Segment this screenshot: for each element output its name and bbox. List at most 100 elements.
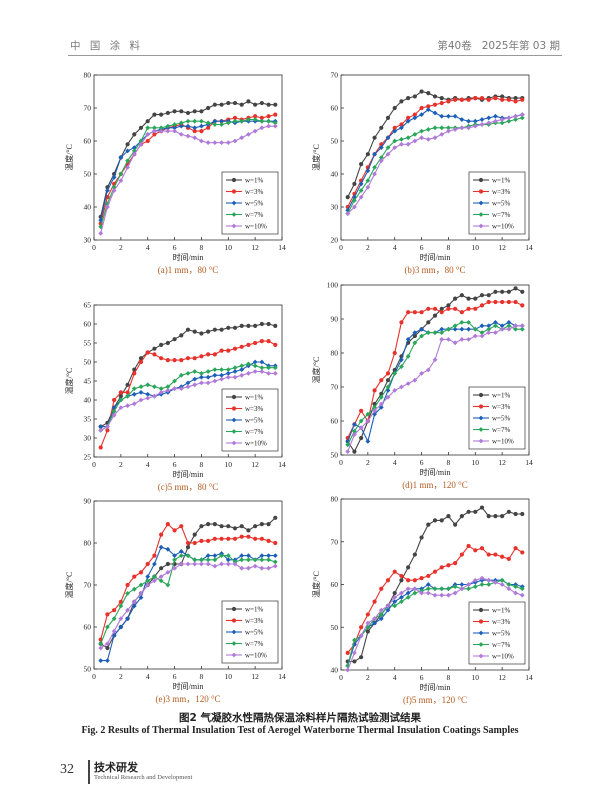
- data-point: [172, 557, 177, 563]
- data-point: [165, 110, 170, 116]
- data-point: [405, 586, 411, 592]
- legend-label: w=5%: [245, 200, 264, 208]
- data-point: [405, 118, 411, 124]
- data-point: [111, 616, 117, 621]
- chart-subtitle: (a)1 mm，80 °C: [158, 265, 219, 275]
- data-point: [399, 320, 404, 325]
- y-tick-label: 80: [84, 539, 92, 548]
- data-point: [459, 97, 464, 102]
- data-point: [405, 135, 411, 141]
- figure-caption-en: Fig. 2 Results of Thermal Insulation Tes…: [81, 725, 519, 736]
- data-point: [178, 120, 184, 126]
- data-point: [513, 326, 518, 332]
- data-point: [486, 299, 491, 305]
- data-point: [412, 115, 418, 121]
- data-point: [519, 586, 525, 592]
- data-point: [486, 293, 491, 298]
- data-point: [405, 590, 411, 596]
- data-point: [145, 132, 151, 137]
- data-point: [499, 326, 505, 332]
- data-point: [406, 115, 411, 120]
- chart-subtitle: (d)1 mm，120 °C: [402, 480, 468, 490]
- data-point: [253, 102, 258, 107]
- legend-marker: [231, 223, 237, 229]
- x-tick-label: 2: [119, 672, 123, 681]
- data-point: [145, 582, 151, 588]
- legend-label: w=7%: [492, 211, 511, 219]
- data-point: [239, 344, 244, 349]
- data-point: [131, 386, 137, 391]
- data-point: [259, 359, 265, 365]
- legend-label: w=7%: [245, 211, 264, 219]
- x-tick-label: 8: [200, 460, 204, 469]
- data-point: [232, 374, 238, 380]
- data-point: [500, 554, 505, 559]
- legend-label: w=3%: [245, 405, 264, 413]
- data-point: [385, 578, 391, 583]
- legend-label: w=3%: [492, 618, 511, 626]
- y-tick-label: 90: [84, 497, 92, 506]
- data-point: [118, 155, 124, 160]
- data-point: [365, 629, 370, 634]
- data-point: [358, 418, 364, 424]
- x-tick-label: 4: [146, 460, 150, 469]
- data-point: [352, 204, 357, 210]
- data-point: [259, 100, 264, 106]
- data-point: [219, 102, 224, 107]
- data-point: [199, 557, 204, 563]
- data-point: [105, 428, 110, 433]
- data-point: [152, 384, 157, 390]
- page-header: 中 国 涂 料 第40卷 2025年第 03 期: [0, 0, 600, 56]
- data-point: [145, 382, 151, 388]
- data-point: [266, 339, 271, 344]
- data-point: [345, 207, 351, 213]
- y-tick-label: 65: [84, 301, 92, 310]
- legend-box: [468, 386, 526, 450]
- data-point: [466, 543, 471, 549]
- data-point: [378, 405, 384, 410]
- data-point: [232, 369, 238, 374]
- x-tick-label: 8: [200, 243, 204, 252]
- data-point: [225, 371, 231, 376]
- data-point: [266, 557, 271, 563]
- data-point: [426, 91, 431, 96]
- data-point: [226, 325, 231, 330]
- data-point: [439, 310, 444, 315]
- data-point: [452, 590, 458, 596]
- data-point: [152, 553, 157, 558]
- legend-label: w=1%: [492, 392, 511, 400]
- data-point: [219, 536, 224, 541]
- data-point: [246, 534, 251, 539]
- data-point: [272, 371, 278, 376]
- x-tick-label: 14: [525, 243, 533, 252]
- data-point: [472, 577, 478, 583]
- data-point: [352, 422, 357, 427]
- data-point: [486, 577, 492, 583]
- data-point: [259, 118, 265, 124]
- data-point: [219, 376, 224, 382]
- data-point: [118, 171, 124, 177]
- data-point: [98, 217, 104, 223]
- data-point: [513, 584, 518, 590]
- x-tick-label: 14: [525, 458, 533, 467]
- data-point: [118, 394, 123, 399]
- data-point: [432, 306, 438, 311]
- footer-divider: [88, 760, 90, 784]
- data-point: [392, 590, 397, 596]
- legend-marker: [478, 404, 484, 409]
- data-point: [520, 511, 525, 517]
- y-axis-label: 温度/°C: [311, 357, 321, 384]
- x-tick-label: 10: [225, 460, 233, 469]
- data-point: [226, 524, 231, 529]
- data-point: [266, 102, 271, 107]
- data-point: [493, 96, 498, 101]
- y-tick-label: 50: [331, 623, 339, 632]
- data-point: [246, 132, 251, 137]
- chart-panel: 0 2 4 6 8 10 12 14 20 30 40 50 60 70 时间/min 温度/°C (b)3 m…: [311, 71, 533, 275]
- data-point: [479, 293, 485, 298]
- data-point: [239, 524, 244, 529]
- data-point: [172, 109, 177, 114]
- data-point: [192, 135, 198, 141]
- data-point: [446, 326, 451, 332]
- data-point: [259, 553, 265, 558]
